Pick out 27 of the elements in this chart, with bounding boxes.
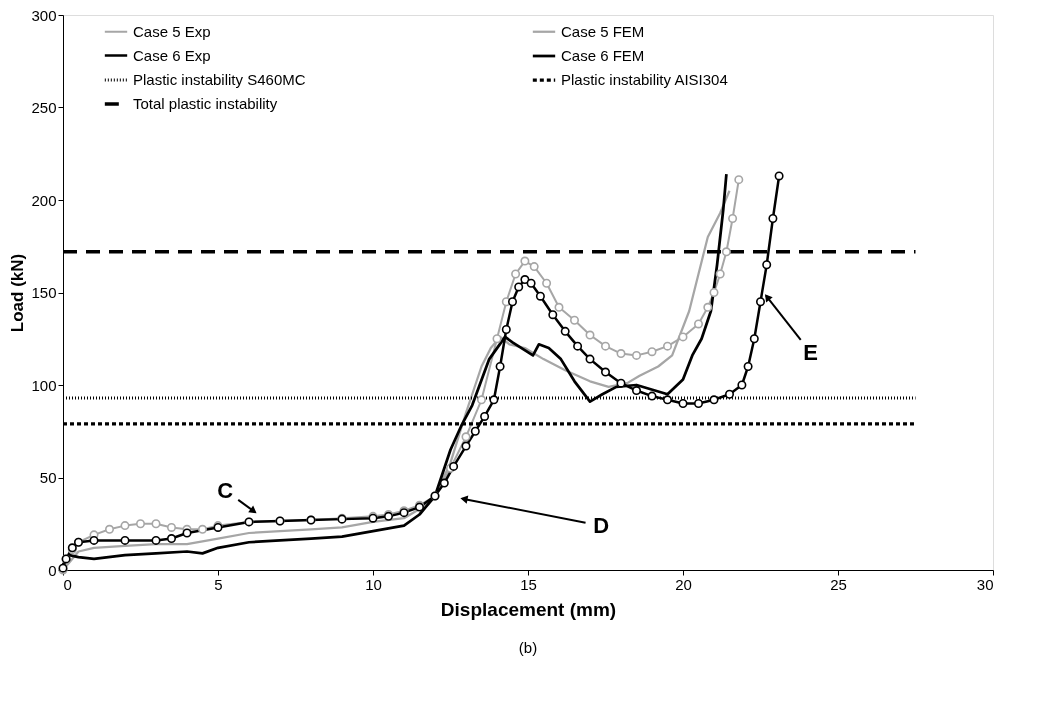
legend-label: Plastic instability AISI304 (561, 71, 728, 88)
y-tick-label: 200 (31, 191, 57, 209)
legend-label: Case 5 FEM (561, 22, 645, 40)
annotation: E (803, 339, 818, 365)
legend-label: Plastic instability S460MC (133, 71, 306, 88)
y-tick-label: 150 (31, 284, 57, 301)
legend-label: Case 6 FEM (561, 47, 645, 64)
legend-label: Case 6 Exp (133, 46, 211, 64)
y-axis-title: Load (kN) (8, 253, 28, 333)
text: (b) (518, 639, 538, 656)
x-tick-label: 0 (63, 575, 72, 593)
x-tick-label: 20 (675, 575, 692, 593)
x-tick-label: 25 (830, 575, 847, 593)
y-tick-label: 100 (31, 376, 57, 394)
legend-label: Case 5 Exp (133, 22, 211, 40)
y-tick-label: 50 (39, 469, 57, 486)
legend-label: Total plastic instability (133, 95, 278, 112)
annotation: D (593, 512, 610, 538)
x-tick-label: 15 (520, 575, 537, 593)
annotation: C (217, 477, 234, 503)
y-tick-label: 300 (31, 6, 57, 24)
x-tick-label: 10 (365, 575, 382, 593)
y-tick-label: 250 (31, 99, 57, 116)
x-tick-label: 30 (976, 575, 994, 593)
x-axis-title: Displacement (mm) (440, 598, 617, 620)
x-tick-label: 5 (214, 575, 223, 593)
y-tick-label: 0 (48, 561, 57, 579)
